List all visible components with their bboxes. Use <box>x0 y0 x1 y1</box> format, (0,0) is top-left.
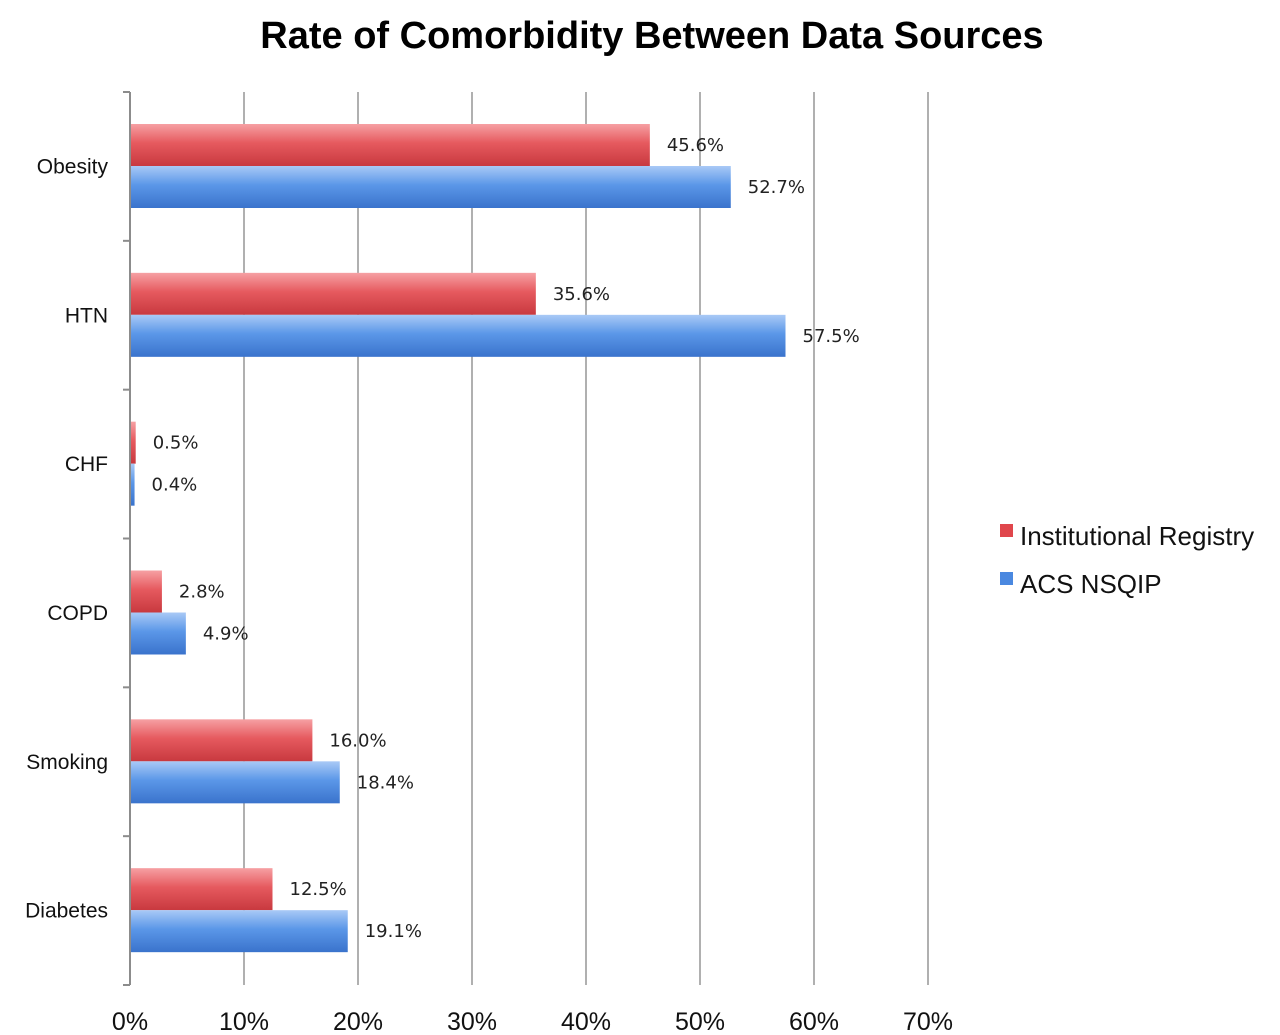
x-tick-label: 50% <box>675 1008 725 1035</box>
bar-acs-nsqip <box>130 612 186 655</box>
x-tick-label: 40% <box>561 1008 611 1035</box>
data-label: 52.7% <box>748 177 805 198</box>
category-label: CHF <box>65 453 108 476</box>
bar-acs-nsqip <box>130 463 135 506</box>
data-label: 19.1% <box>365 921 422 942</box>
bar-institutional-registry <box>130 421 136 464</box>
x-tick-label: 20% <box>333 1008 383 1035</box>
data-labels: 45.6% 52.7% 35.6% 57.5% 0.5% 0.4% 2.8% 4.9% 16.0… <box>152 135 860 942</box>
category-label: COPD <box>47 602 108 625</box>
data-label: 0.4% <box>152 475 198 496</box>
bar-institutional-registry <box>130 570 162 613</box>
bar-institutional-registry <box>130 272 536 315</box>
data-label: 2.8% <box>179 582 225 603</box>
bar-acs-nsqip <box>130 761 340 804</box>
data-label: 4.9% <box>203 624 249 645</box>
bar-institutional-registry <box>130 719 313 762</box>
x-tick-label: 60% <box>789 1008 839 1035</box>
x-tick-label: 30% <box>447 1008 497 1035</box>
data-label: 45.6% <box>667 135 724 156</box>
data-label: 16.0% <box>329 730 386 751</box>
category-label: Diabetes <box>25 900 108 923</box>
data-label: 18.4% <box>357 772 414 793</box>
legend-label: ACS NSQIP <box>1020 569 1162 599</box>
category-label: HTN <box>65 304 108 327</box>
x-tick-label: 70% <box>903 1008 953 1035</box>
bar-acs-nsqip <box>130 910 348 953</box>
category-label: Smoking <box>26 751 108 774</box>
legend-label: Institutional Registry <box>1020 521 1254 551</box>
data-label: 35.6% <box>553 284 610 305</box>
legend-swatch-institutional-registry <box>1000 524 1013 537</box>
bars <box>130 124 786 953</box>
category-label: Obesity <box>37 155 109 178</box>
data-label: 57.5% <box>803 326 860 347</box>
data-label: 0.5% <box>153 433 199 454</box>
bar-acs-nsqip <box>130 166 731 208</box>
axes: 0% 10% 20% 30% 40% 50% 60% 70% Obesity HTN CHF COPD… <box>25 91 953 1035</box>
x-tick-label: 0% <box>112 1008 148 1035</box>
bar-institutional-registry <box>130 124 650 166</box>
chart-title: Rate of Comorbidity Between Data Sources <box>260 15 1043 57</box>
data-label: 12.5% <box>290 879 347 900</box>
gridlines <box>243 92 929 985</box>
legend-swatch-acs-nsqip <box>1000 572 1013 585</box>
x-tick-label: 10% <box>219 1008 269 1035</box>
legend: Institutional Registry ACS NSQIP <box>1000 521 1254 599</box>
bar-acs-nsqip <box>130 314 786 357</box>
bar-institutional-registry <box>130 868 273 911</box>
